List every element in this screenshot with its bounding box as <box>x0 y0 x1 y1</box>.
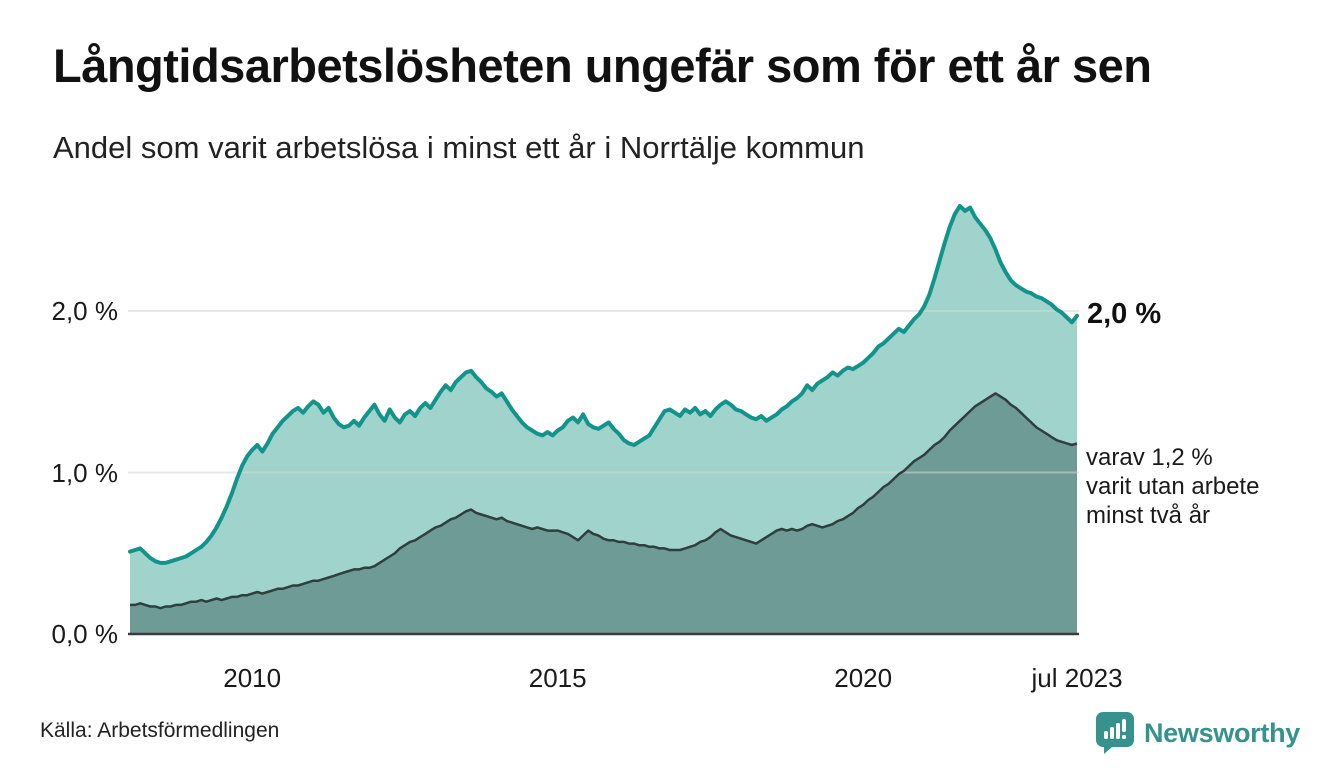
series2-annotation-line1: varav 1,2 % <box>1086 444 1213 471</box>
speech-bubble-shape <box>1095 712 1134 754</box>
y-tick-label: 1,0 % <box>51 457 119 488</box>
chart-title: Långtidsarbetslösheten ungefär som för e… <box>53 39 1152 92</box>
line-minst-ett-ar <box>128 204 1079 565</box>
x-tick-label: 2015 <box>528 663 587 693</box>
newsworthy-logo: Newsworthy <box>1095 710 1300 756</box>
series2-annotation-line3: minst två år <box>1086 502 1211 529</box>
line-minst-tva-ar <box>130 392 1078 610</box>
x-tick-label: 2020 <box>834 663 893 693</box>
newsworthy-wordmark: Newsworthy <box>1143 717 1300 748</box>
series2-annotation: varav 1,2 % varit utan arbete minst två … <box>1086 443 1259 530</box>
series1-end-value-label: 2,0 % <box>1087 297 1162 330</box>
y-tick-label: 0,0 % <box>51 619 119 649</box>
source-note: Källa: Arbetsförmedlingen <box>40 719 280 742</box>
chart-subtitle: Andel som varit arbetslösa i minst ett å… <box>53 130 865 165</box>
x-tick-label: 2010 <box>223 663 282 693</box>
area-minst-tva-ar <box>130 393 1077 634</box>
x-tick-label: jul 2023 <box>1031 663 1123 693</box>
newsworthy-logo-icon <box>1095 712 1134 754</box>
series2-annotation-line2: varit utan arbete <box>1086 473 1260 500</box>
y-tick-label: 2,0 % <box>51 296 119 326</box>
